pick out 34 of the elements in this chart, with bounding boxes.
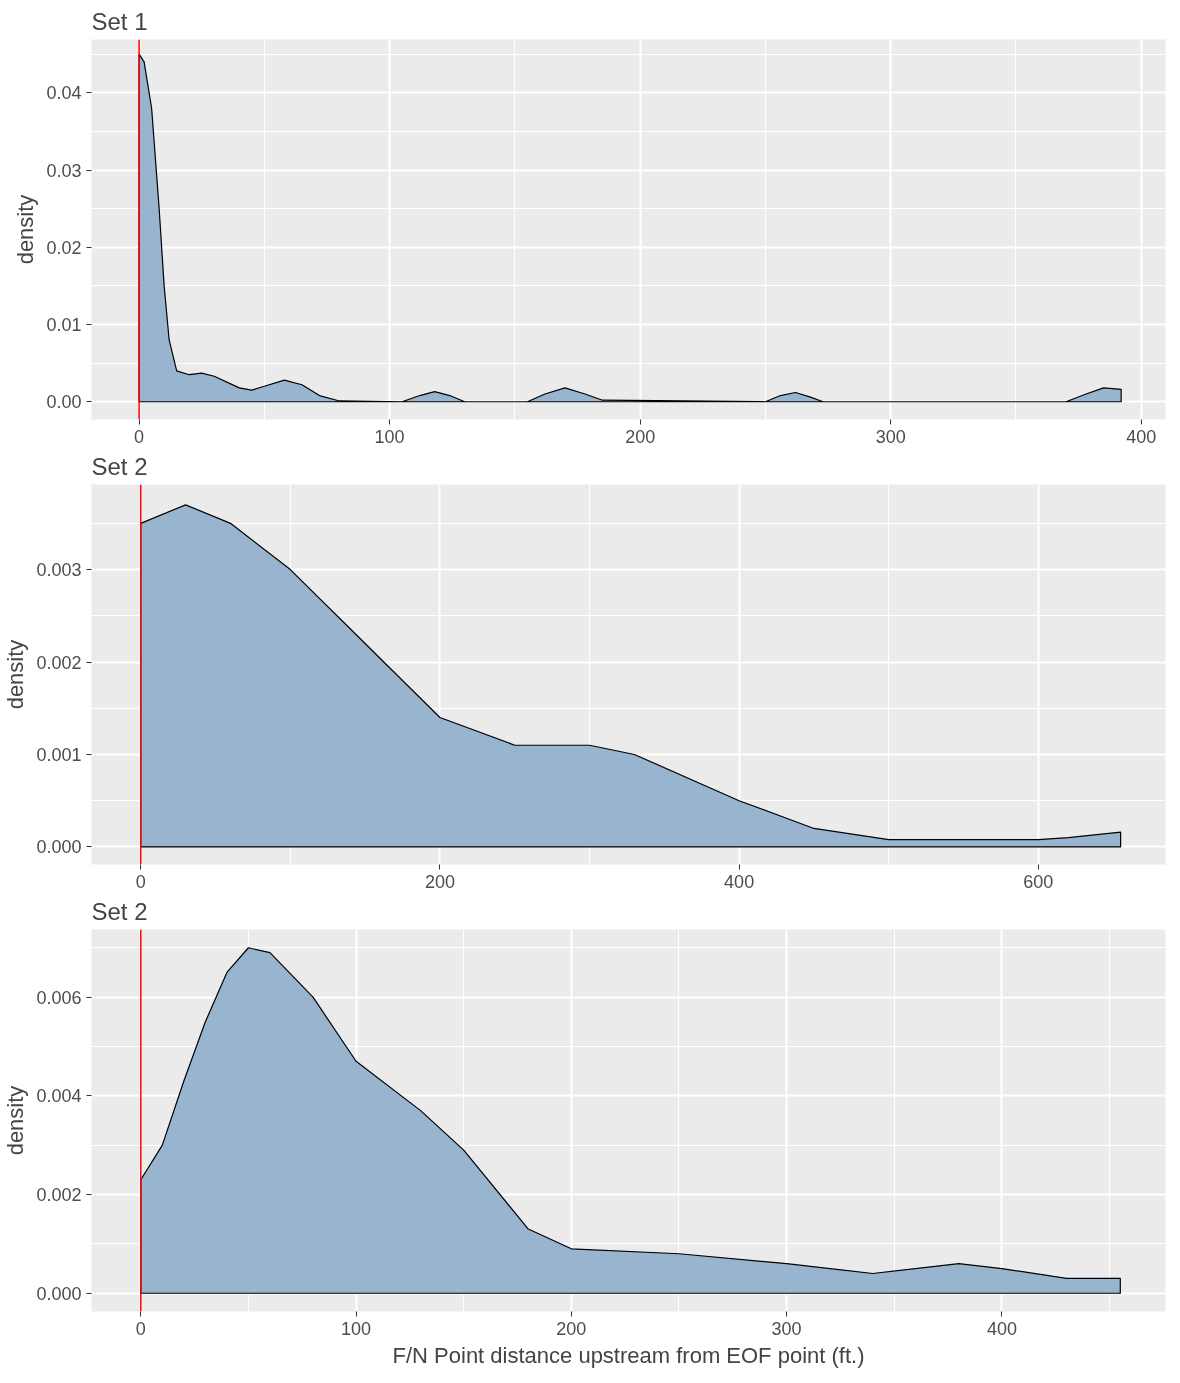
y-axis-title: density: [3, 639, 29, 710]
y-tick-label: 0.000: [36, 837, 82, 858]
y-tick-label: 0.00: [46, 392, 82, 413]
y-axis-title: density: [13, 194, 39, 265]
y-axis-title: density: [3, 1085, 29, 1156]
x-tick-label: 200: [625, 426, 656, 447]
x-tick-label: 400: [724, 871, 755, 892]
x-tick-label: 300: [771, 1318, 802, 1339]
x-tick-label: 0: [135, 871, 146, 892]
chart-title: Set 2: [91, 897, 148, 925]
y-tick-label: 0.004: [36, 1086, 82, 1107]
x-axis-title: F/N Point distance upstream from EOF point (ft.): [392, 1342, 865, 1368]
y-tick-label: 0.006: [36, 987, 82, 1008]
x-tick-label: 100: [374, 426, 405, 447]
y-tick-label: 0.01: [46, 315, 82, 335]
y-tick-label: 0.02: [46, 237, 82, 258]
y-tick-label: 0.04: [46, 83, 82, 104]
x-tick-label: 400: [986, 1318, 1017, 1339]
x-tick-label: 200: [424, 871, 455, 892]
x-tick-label: 400: [1126, 426, 1157, 447]
x-tick-label: 0: [134, 426, 145, 447]
y-tick-label: 0.001: [36, 744, 82, 765]
x-tick-label: 200: [556, 1318, 587, 1339]
x-tick-label: 600: [1023, 871, 1054, 892]
x-tick-label: 300: [875, 426, 906, 447]
y-tick-label: 0.002: [36, 652, 82, 673]
y-tick-label: 0.003: [36, 560, 82, 581]
x-tick-label: 0: [135, 1318, 146, 1339]
x-tick-label: 100: [341, 1318, 372, 1339]
y-tick-label: 0.000: [36, 1283, 82, 1304]
y-tick-label: 0.03: [46, 160, 82, 181]
chart-title: Set 1: [91, 7, 148, 35]
chart-title: Set 2: [91, 452, 148, 480]
y-tick-label: 0.002: [36, 1185, 82, 1206]
